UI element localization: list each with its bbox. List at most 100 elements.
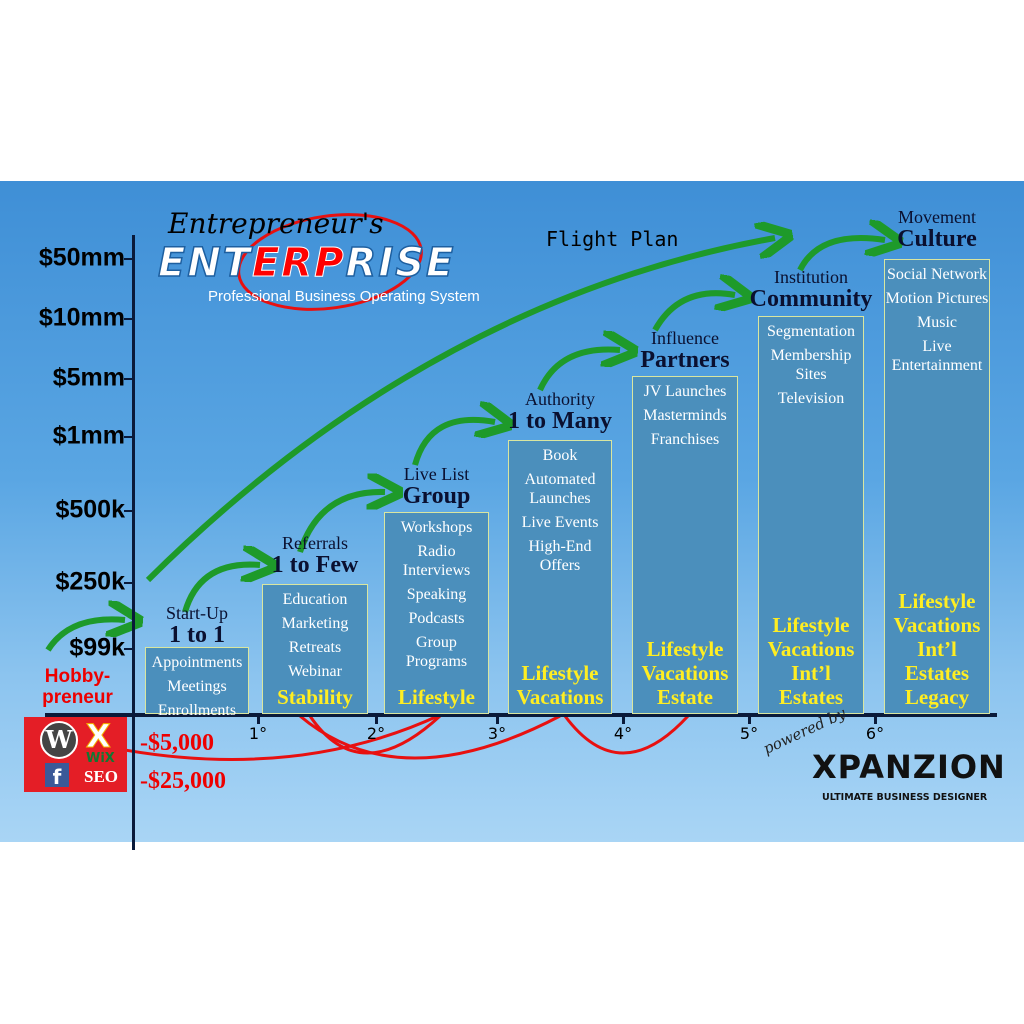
stage-title: Community xyxy=(749,286,873,312)
y-axis-tick xyxy=(124,648,134,650)
y-axis-label: $10mm xyxy=(38,303,125,332)
step-arrow xyxy=(652,293,735,332)
y-axis-label: $99k xyxy=(69,633,125,662)
x-axis-label: 6° xyxy=(865,724,885,743)
step-arrow xyxy=(45,619,125,652)
x-axis-tick xyxy=(622,714,625,724)
x-axis-label: 4° xyxy=(613,724,633,743)
stage-item: Motion Pictures xyxy=(885,290,989,307)
stage-reward: Lifestyle xyxy=(398,685,475,709)
stage-reward: Lifestyle Vacations Int’l Estates Legacy xyxy=(893,589,981,709)
wix-icon: X xyxy=(86,717,112,756)
stage-header: Start-Up 1 to 1 xyxy=(166,603,228,647)
stage-title: 1 to Few xyxy=(271,552,359,578)
stage-subtitle: Movement xyxy=(898,207,976,227)
x-axis-label: 2° xyxy=(366,724,386,743)
stage-bar: Book Automated Launches Live Events High-En… xyxy=(508,440,612,714)
logo-part: ENT xyxy=(157,239,253,287)
stage-reward: Lifestyle Vacations Int’l Estates xyxy=(767,613,855,709)
stage-title: 1 to Many xyxy=(508,408,612,434)
stage-item: Speaking xyxy=(406,586,467,603)
stage-item: Music xyxy=(917,314,957,331)
stage-title: Culture xyxy=(897,226,977,252)
stage-header: Live List Group xyxy=(403,464,471,508)
y-axis-label: $250k xyxy=(55,567,125,596)
erp-circle xyxy=(237,213,423,311)
stage-title: Partners xyxy=(640,347,730,373)
x-axis-label: 3° xyxy=(487,724,507,743)
stage-item: Radio Interviews xyxy=(402,543,471,579)
y-axis-label: $1mm xyxy=(52,421,125,450)
stage-item: Social Network xyxy=(887,266,987,283)
stage-item: Meetings xyxy=(167,678,227,695)
logo-subtitle: Professional Business Operating System xyxy=(208,288,480,305)
stage-item: Enrollments xyxy=(157,702,237,719)
stage-subtitle: Institution xyxy=(773,267,849,287)
stage-item: Appointments xyxy=(151,654,243,671)
y-axis-tick xyxy=(124,582,134,584)
x-axis-tick xyxy=(496,714,499,724)
stage-header: Referrals 1 to Few xyxy=(272,533,359,577)
stage-subtitle: Live List xyxy=(403,464,470,484)
logo-title: ENTERPRISE xyxy=(157,239,456,287)
stage-title: Group xyxy=(402,483,471,509)
facebook-icon: f xyxy=(45,763,69,789)
step-arrow xyxy=(297,492,385,553)
stage-item: Membership Sites xyxy=(770,347,852,383)
growth-arrow xyxy=(145,238,775,583)
y-axis-tick xyxy=(124,436,134,438)
hobbypreneur-label: Hobby- preneur xyxy=(42,666,113,708)
y-axis-tick xyxy=(124,258,134,260)
logo-script: Entrepreneur's xyxy=(168,207,384,240)
stage-reward: Stability xyxy=(277,685,353,709)
stage-item: Group Programs xyxy=(405,634,468,670)
logo-part-red: ERP xyxy=(252,240,346,287)
stage-item: Masterminds xyxy=(643,407,727,424)
stage-item: Workshops xyxy=(400,519,473,536)
stage-header: Movement Culture xyxy=(897,207,977,251)
stage-item: Podcasts xyxy=(408,610,465,627)
stage-bar: Segmentation Membership Sites Television L… xyxy=(758,316,864,714)
loss-curve xyxy=(124,713,441,761)
stage-item: Automated Launches xyxy=(524,471,596,507)
stage-bar: Appointments Meetings Enrollments xyxy=(145,647,249,719)
stage-subtitle: Referrals xyxy=(282,533,348,553)
step-arrow xyxy=(537,350,620,392)
wordpress-icon: W xyxy=(40,721,78,759)
stage-header: Influence Partners xyxy=(640,328,729,372)
negative-5000: -$5,000 xyxy=(140,730,214,756)
stage-item: JV Launches xyxy=(643,383,727,400)
stage-item: Marketing xyxy=(281,615,349,632)
xpanzion-logo: XPANZION xyxy=(812,748,1006,786)
y-axis-label: $50mm xyxy=(38,243,125,272)
stage-bar: JV Launches Masterminds Franchises Lifesty… xyxy=(632,376,738,714)
stage-item: Education xyxy=(282,591,348,608)
stage-item: Book xyxy=(542,447,578,464)
y-axis-line xyxy=(132,235,135,850)
x-axis-line xyxy=(45,713,997,717)
x-axis-label: 5° xyxy=(739,724,759,743)
logo-part: RISE xyxy=(345,239,456,287)
stage-item: Segmentation xyxy=(767,323,855,340)
step-arrow xyxy=(797,238,885,272)
stage-reward: Lifestyle Vacations xyxy=(516,661,604,709)
stage-subtitle: Start-Up xyxy=(166,603,228,623)
stage-item: Retreats xyxy=(288,639,342,656)
stage-subtitle: Influence xyxy=(651,328,719,348)
loss-curve xyxy=(563,714,690,755)
x-axis-tick xyxy=(257,714,260,724)
y-axis-label: $5mm xyxy=(52,363,125,392)
seo-label: SEO xyxy=(84,767,119,786)
y-axis-tick xyxy=(124,378,134,380)
stage-subtitle: Authority xyxy=(525,389,595,409)
stage-item: High-End Offers xyxy=(528,538,592,574)
step-arrow xyxy=(182,565,260,613)
platform-badge: W X WiX f SEO xyxy=(24,717,127,792)
stage-bar: Education Marketing Retreats Webinar Stabil… xyxy=(262,584,368,714)
flight-plan-label: Flight Plan xyxy=(546,227,679,251)
x-axis-label: 1° xyxy=(248,724,268,743)
x-axis-tick xyxy=(748,714,751,724)
stage-item: Live Events xyxy=(521,514,599,531)
stage-header: Institution Community xyxy=(750,267,873,311)
